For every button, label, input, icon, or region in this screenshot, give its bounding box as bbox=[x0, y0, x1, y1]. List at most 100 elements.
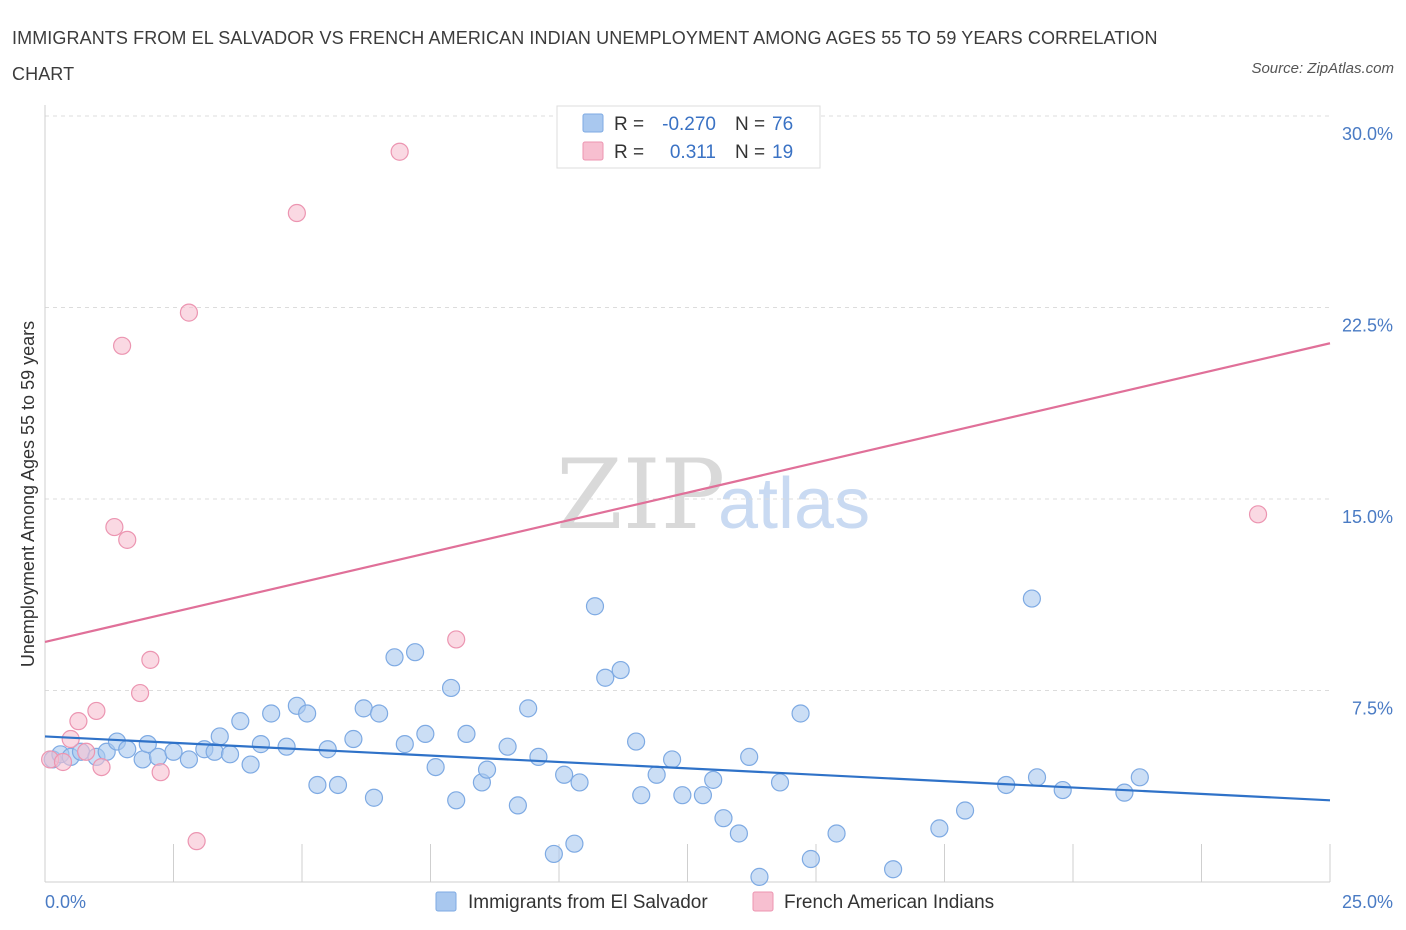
bottom-legend-swatch-french-american-indian bbox=[752, 891, 774, 912]
point-s0-43 bbox=[519, 699, 538, 718]
point-s0-51 bbox=[611, 660, 630, 680]
point-s0-60 bbox=[729, 824, 749, 843]
point-s1-14 bbox=[187, 832, 206, 851]
x-tick-marks bbox=[44, 844, 1331, 882]
point-s0-38 bbox=[457, 724, 476, 744]
legend-swatch-blue bbox=[582, 113, 604, 133]
series-french-american-indian-points bbox=[41, 142, 1268, 851]
point-s0-45 bbox=[544, 844, 563, 864]
point-s0-19 bbox=[251, 735, 270, 754]
legend-n-label-0: N = bbox=[735, 114, 765, 135]
series-legend: Immigrants from El Salvador French Ameri… bbox=[435, 891, 994, 913]
y-tick-label-3: 30.0% bbox=[1342, 124, 1393, 144]
series-el-salvador-points bbox=[43, 589, 1149, 886]
y-tick-label-2: 22.5% bbox=[1342, 316, 1393, 336]
point-s0-58 bbox=[704, 770, 723, 789]
point-s1-9 bbox=[118, 530, 137, 549]
point-s0-10 bbox=[148, 747, 168, 766]
point-s0-55 bbox=[662, 750, 682, 769]
trend-lines bbox=[44, 342, 1331, 802]
point-s0-46 bbox=[555, 765, 574, 784]
point-s1-7 bbox=[105, 517, 124, 537]
point-s0-67 bbox=[883, 860, 903, 879]
watermark-atlas: atlas bbox=[718, 464, 870, 544]
legend-n-label-1: N = bbox=[735, 142, 765, 163]
point-s0-15 bbox=[210, 727, 229, 746]
point-s0-54 bbox=[647, 765, 666, 784]
point-s0-29 bbox=[364, 788, 384, 807]
bottom-legend-label-french-american-indian: French American Indians bbox=[784, 892, 994, 913]
legend-r-value-1: 0.311 bbox=[670, 142, 716, 163]
point-s1-12 bbox=[151, 763, 170, 782]
point-s0-62 bbox=[750, 867, 769, 886]
watermark-zip: ZIP bbox=[556, 439, 725, 551]
point-s0-18 bbox=[241, 755, 260, 774]
point-s0-23 bbox=[298, 704, 317, 723]
point-s0-27 bbox=[344, 729, 363, 749]
legend-r-label-0: R = bbox=[614, 114, 644, 135]
legend-swatch-pink bbox=[582, 141, 604, 161]
point-s0-42 bbox=[508, 796, 527, 815]
point-s0-72 bbox=[1027, 768, 1047, 787]
legend-r-label-1: R = bbox=[614, 142, 644, 163]
point-s0-61 bbox=[740, 747, 759, 766]
point-s0-73 bbox=[1053, 780, 1072, 800]
legend-n-value-0: 76 bbox=[772, 114, 793, 135]
point-s0-74 bbox=[1115, 783, 1134, 802]
point-s0-48 bbox=[570, 773, 589, 792]
trend-line-s0 bbox=[44, 735, 1331, 802]
point-s1-10 bbox=[130, 683, 150, 703]
point-s0-28 bbox=[354, 699, 373, 718]
point-s0-17 bbox=[231, 712, 250, 731]
point-s0-26 bbox=[328, 775, 348, 795]
point-s0-30 bbox=[370, 704, 389, 723]
point-s1-1 bbox=[53, 752, 73, 772]
point-s0-11 bbox=[164, 742, 183, 761]
correlation-legend: R = -0.270 N = 76 R = 0.311 N = 19 bbox=[556, 105, 821, 169]
point-s0-75 bbox=[1130, 768, 1149, 787]
y-tick-label-1: 15.0% bbox=[1342, 507, 1393, 527]
x-tick-label-1: 25.0% bbox=[1342, 892, 1393, 912]
bottom-legend-label-el-salvador: Immigrants from El Salvador bbox=[468, 892, 708, 913]
point-s0-21 bbox=[277, 737, 296, 756]
point-s0-68 bbox=[930, 819, 949, 838]
legend-n-value-1: 19 bbox=[772, 142, 793, 163]
y-axis-label: Unemployment Among Ages 55 to 59 years bbox=[18, 321, 38, 667]
point-s0-41 bbox=[498, 737, 517, 756]
point-s1-13 bbox=[179, 303, 199, 322]
point-s0-50 bbox=[596, 668, 615, 687]
point-s0-66 bbox=[827, 824, 846, 843]
chart-source: Source: ZipAtlas.com bbox=[1251, 60, 1394, 77]
point-s1-16 bbox=[390, 142, 409, 161]
point-s0-64 bbox=[791, 704, 810, 723]
point-s0-9 bbox=[138, 735, 157, 754]
point-s0-37 bbox=[447, 791, 466, 810]
point-s0-59 bbox=[714, 809, 733, 828]
point-s0-47 bbox=[565, 834, 584, 853]
point-s0-52 bbox=[626, 732, 646, 751]
point-s0-65 bbox=[801, 849, 820, 869]
point-s1-6 bbox=[92, 757, 111, 777]
point-s1-3 bbox=[69, 712, 88, 731]
point-s0-31 bbox=[385, 648, 404, 667]
point-s0-35 bbox=[426, 757, 445, 777]
point-s0-56 bbox=[673, 786, 692, 805]
trend-line-s1 bbox=[44, 342, 1331, 644]
point-s1-18 bbox=[1248, 505, 1268, 524]
point-s0-71 bbox=[1022, 589, 1041, 608]
point-s1-5 bbox=[87, 701, 106, 721]
point-s0-40 bbox=[477, 760, 497, 779]
point-s0-53 bbox=[632, 786, 651, 805]
point-s1-11 bbox=[141, 650, 160, 669]
point-s0-63 bbox=[770, 773, 790, 792]
point-s1-17 bbox=[447, 630, 466, 649]
point-s0-20 bbox=[262, 704, 281, 723]
point-s1-15 bbox=[287, 203, 306, 223]
point-s0-44 bbox=[529, 747, 548, 766]
point-s0-8 bbox=[133, 750, 152, 769]
point-s0-12 bbox=[179, 750, 199, 769]
x-tick-label-0: 0.0% bbox=[45, 892, 86, 912]
point-s0-7 bbox=[118, 740, 137, 759]
point-s0-49 bbox=[585, 597, 605, 616]
